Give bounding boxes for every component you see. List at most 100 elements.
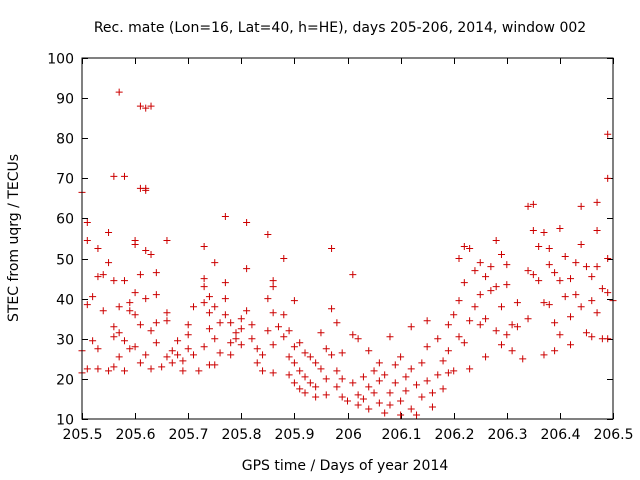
data-point	[168, 347, 176, 355]
data-point	[482, 315, 490, 323]
data-point	[142, 104, 150, 112]
y-tick-label: 50	[56, 253, 74, 269]
data-point	[83, 301, 91, 309]
data-point	[444, 369, 452, 377]
data-point	[359, 373, 367, 381]
data-point	[142, 247, 150, 255]
x-tick-label: 206.2	[434, 427, 474, 443]
data-point	[524, 315, 532, 323]
data-point	[328, 245, 336, 253]
data-point	[529, 271, 537, 279]
data-point	[529, 226, 537, 234]
data-point	[466, 245, 474, 253]
data-point	[391, 361, 399, 369]
data-point	[370, 389, 378, 397]
data-point	[588, 297, 596, 305]
data-point	[434, 335, 442, 343]
data-point	[604, 174, 612, 182]
data-point	[513, 323, 521, 331]
data-point	[110, 277, 118, 285]
data-point	[280, 311, 288, 319]
data-point	[290, 379, 298, 387]
data-point	[264, 230, 272, 238]
data-point	[190, 351, 198, 359]
data-point	[94, 345, 102, 353]
data-point	[179, 367, 187, 375]
x-tick-label: 206.1	[381, 427, 421, 443]
data-point	[365, 383, 373, 391]
data-point	[142, 186, 150, 194]
data-point	[540, 299, 548, 307]
data-point	[508, 321, 516, 329]
data-point	[407, 323, 415, 331]
data-point	[524, 202, 532, 210]
data-point	[152, 269, 160, 277]
data-point	[492, 237, 500, 245]
data-point	[482, 273, 490, 281]
data-point	[200, 343, 208, 351]
data-point	[285, 353, 293, 361]
data-point	[105, 367, 113, 375]
data-point	[216, 349, 224, 357]
data-point	[386, 389, 394, 397]
y-tick-label: 90	[56, 92, 74, 108]
data-point	[524, 267, 532, 275]
data-point	[551, 269, 559, 277]
data-point	[434, 371, 442, 379]
data-point	[115, 329, 123, 337]
data-point	[259, 351, 267, 359]
data-point	[317, 329, 325, 337]
data-point	[423, 343, 431, 351]
data-point	[243, 218, 251, 226]
x-tick-label: 205.8	[221, 427, 261, 443]
data-point	[529, 200, 537, 208]
x-tick-label: 206.5	[593, 427, 633, 443]
data-point	[593, 309, 601, 317]
data-point	[237, 325, 245, 333]
x-tick-label: 206.3	[487, 427, 527, 443]
data-point	[290, 343, 298, 351]
data-point	[556, 277, 564, 285]
data-point	[280, 255, 288, 263]
data-point	[503, 281, 511, 289]
data-point	[136, 321, 144, 329]
data-point	[200, 275, 208, 283]
data-point	[163, 353, 171, 361]
y-tick-label: 10	[56, 413, 74, 429]
data-point	[333, 319, 341, 327]
data-point	[301, 349, 309, 357]
data-point	[604, 289, 612, 297]
data-point	[306, 379, 314, 387]
data-point	[428, 403, 436, 411]
y-tick-label: 70	[56, 172, 74, 188]
data-point	[290, 297, 298, 305]
data-point	[545, 245, 553, 253]
data-point	[152, 319, 160, 327]
data-point	[439, 357, 447, 365]
y-axis-label: STEC from uqrg / TECUs	[6, 154, 22, 322]
data-point	[190, 303, 198, 311]
data-point	[513, 299, 521, 307]
data-point	[221, 295, 229, 303]
data-point	[413, 381, 421, 389]
data-point	[237, 315, 245, 323]
data-point	[460, 339, 468, 347]
data-point	[381, 371, 389, 379]
data-point	[476, 291, 484, 299]
data-point	[418, 393, 426, 401]
data-point	[227, 351, 235, 359]
data-point	[354, 335, 362, 343]
data-point	[487, 263, 495, 271]
data-point	[540, 228, 548, 236]
data-point	[120, 337, 128, 345]
data-point	[476, 321, 484, 329]
data-point	[365, 405, 373, 413]
data-point	[89, 337, 97, 345]
data-point	[349, 331, 357, 339]
data-point	[338, 349, 346, 357]
data-point	[407, 405, 415, 413]
data-point	[604, 255, 612, 263]
y-tick-label: 60	[56, 212, 74, 228]
data-point	[259, 367, 267, 375]
